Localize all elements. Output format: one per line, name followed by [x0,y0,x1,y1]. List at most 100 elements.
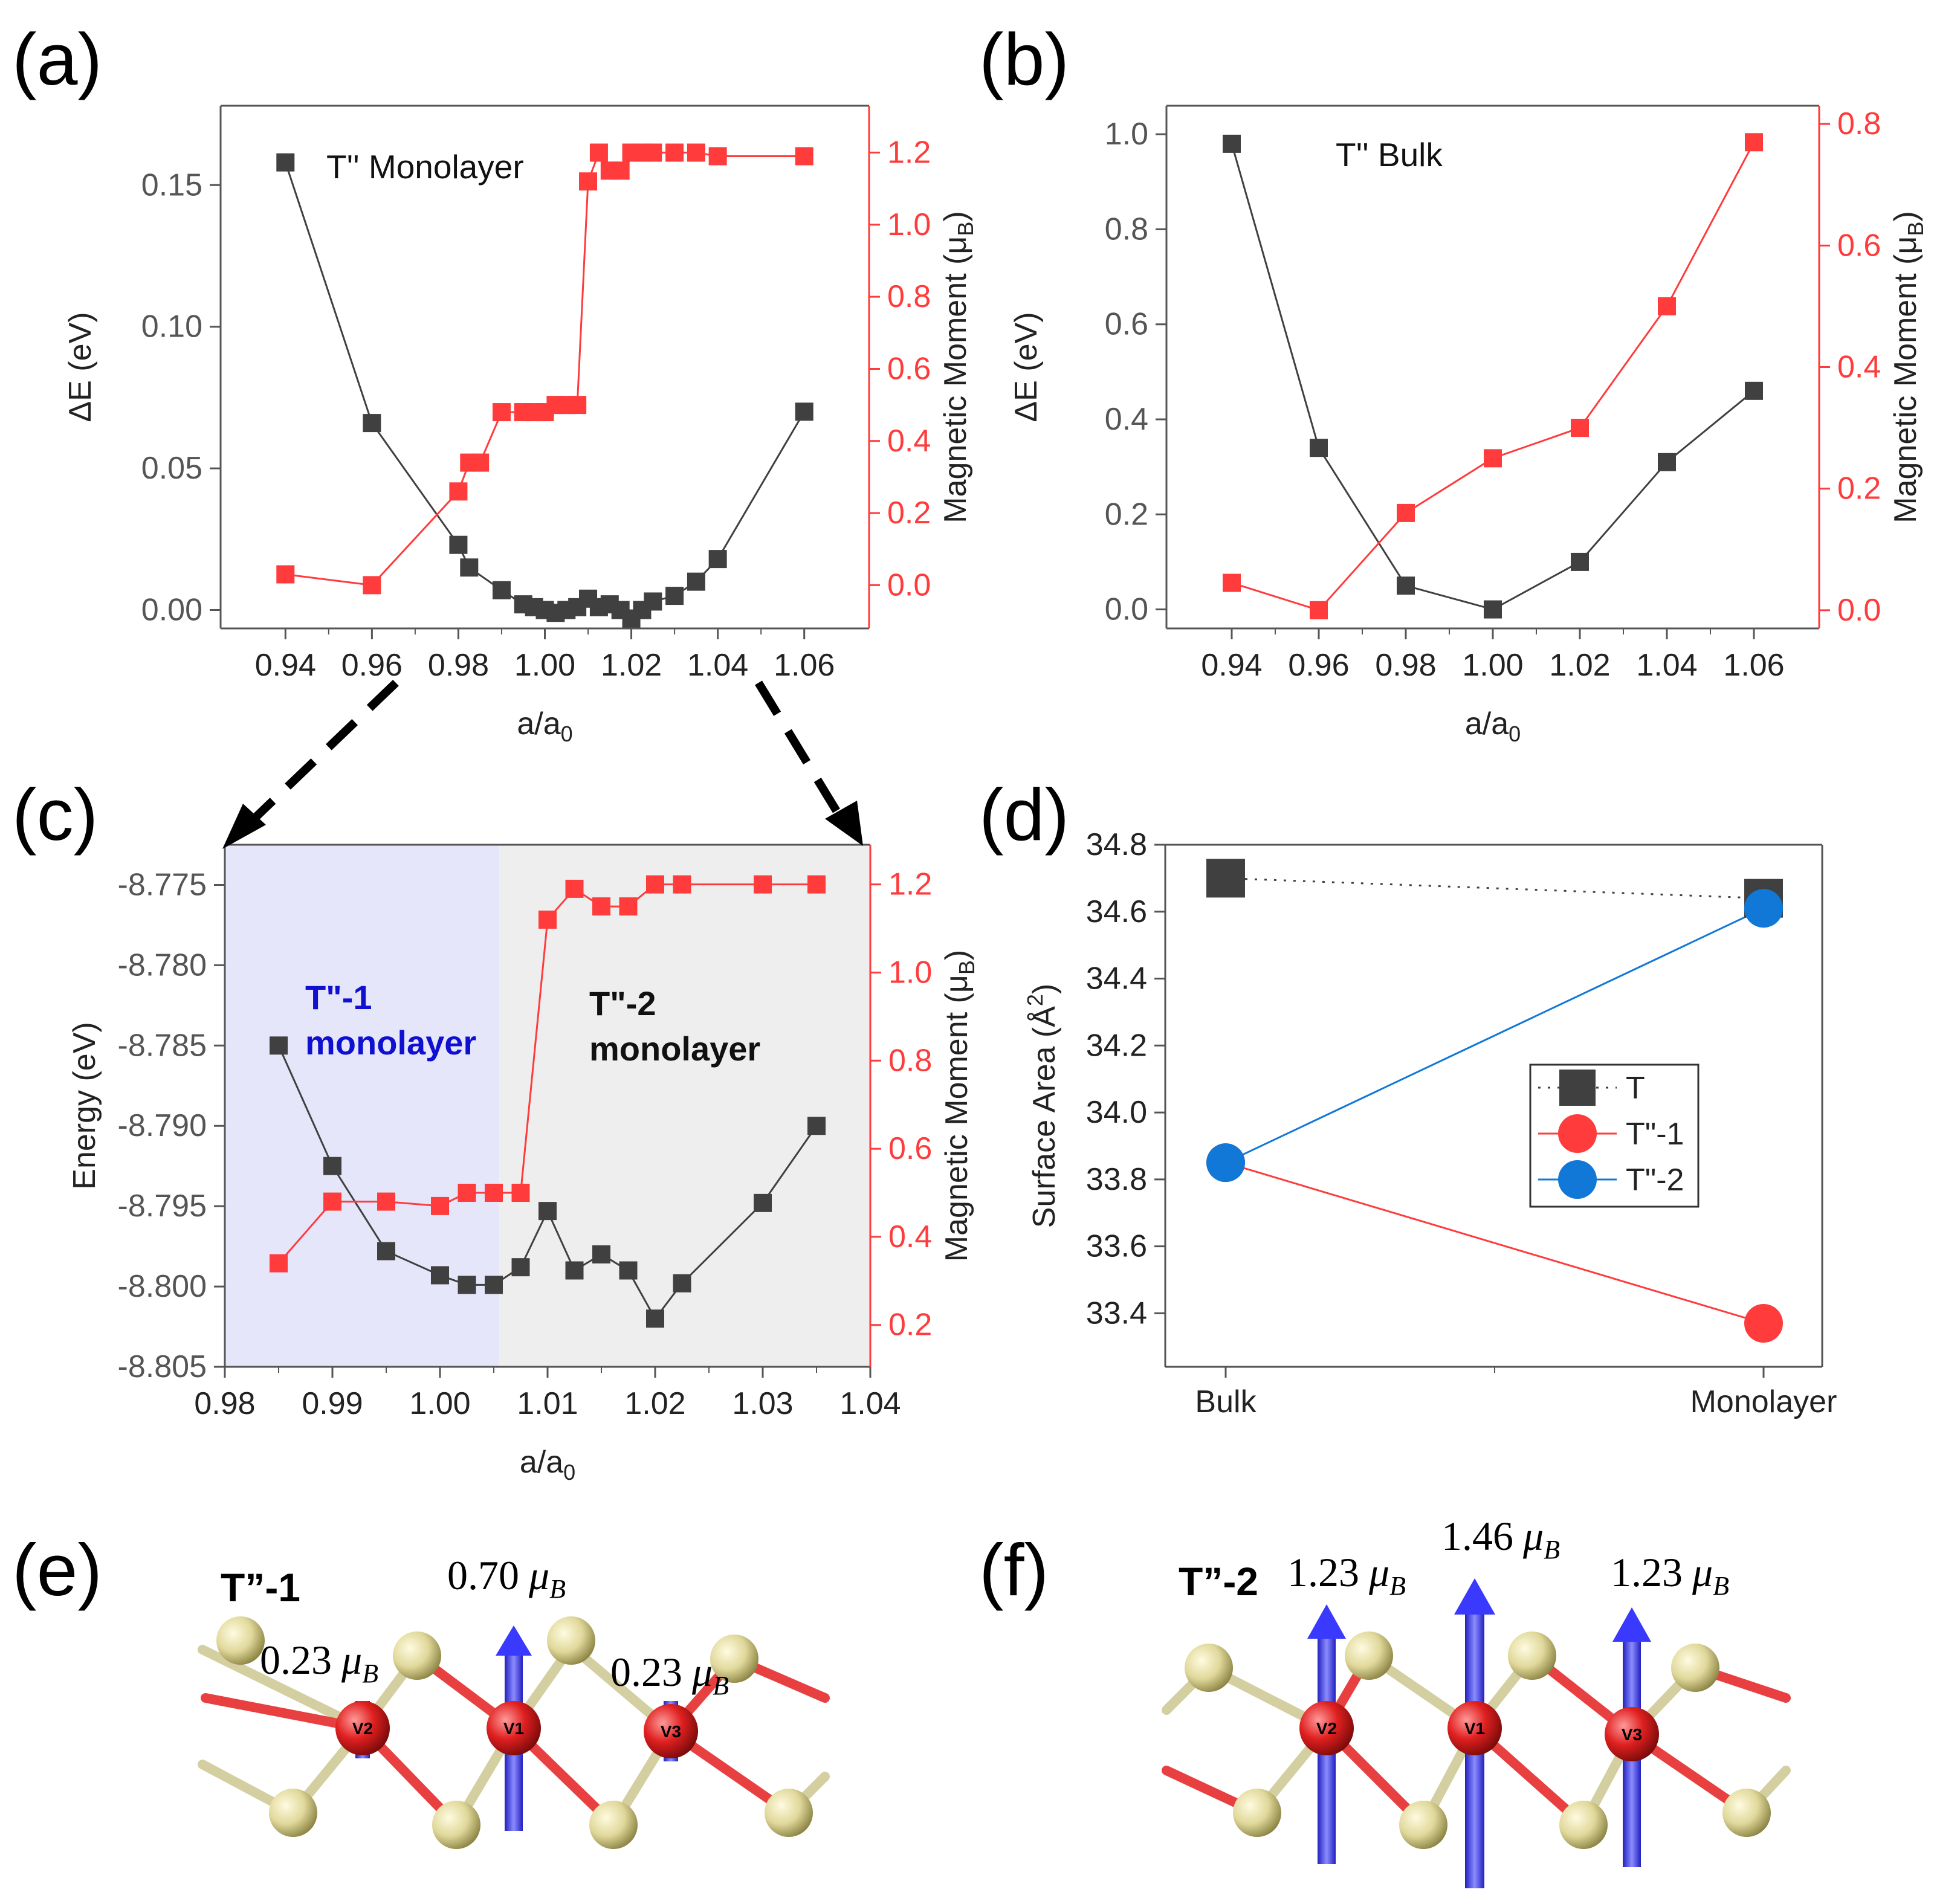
series-line-0 [1225,877,1764,900]
series-2-point [1206,1143,1245,1183]
annotation-bulk: T'' Bulk [1336,136,1443,173]
series-0-point [592,1245,610,1263]
x-tick-label: 1.04 [687,648,748,683]
series-0-point [1310,439,1328,457]
legend-label-2: T"-2 [1626,1163,1684,1198]
series-1-point [646,875,664,894]
chart-c: 0.98 0.99 1.00 1.01 1.02 1.03 1.04-8.775-8.780… [67,844,979,1485]
y-tick-label: -8.805 [118,1349,207,1384]
panel-label-b: (b) [979,18,1069,100]
x-tick-label: 0.99 [302,1386,363,1421]
series-0-point [377,1242,395,1260]
y-axis-label-close: ) [1027,984,1062,994]
y-tick-label: 34.8 [1086,827,1147,862]
annotation-monolayer: T'' Monolayer [326,148,524,186]
atom-v2 [335,1701,390,1755]
x-tick-label: 1.04 [839,1386,901,1421]
y2-tick-label: 0.8 [1837,106,1881,141]
series-line-1 [285,150,804,586]
series-1-point [1658,297,1676,315]
series-1-point [592,897,610,916]
series-line-1 [1231,141,1755,612]
x-tick-label: 0.96 [341,648,403,683]
x-tick-label: 1.04 [1636,648,1697,683]
y-tick-label: 34.4 [1086,961,1147,996]
series-1-point [754,875,772,894]
series-0-point [665,587,684,605]
x-axis-label-sub: 0 [561,721,573,746]
panel-label-d: (d) [979,773,1069,856]
atoms-yellow [216,1616,813,1849]
structure-title-f: T”-2 [1179,1559,1258,1604]
series-1-point [1571,419,1589,437]
zoom-arrowhead-left [222,804,266,849]
moment-unit-v1: μ [1522,1513,1544,1559]
moment-unit-sub-v2: B [1389,1571,1406,1601]
series-1-point [708,147,727,166]
y-tick-label: -8.790 [118,1108,207,1143]
y-tick-label: 0.4 [1105,402,1148,437]
series-1-point [323,1192,341,1211]
y2-axis-label-sub: B [954,960,979,975]
moment-label-v2: 1.23 μB [1287,1549,1406,1601]
atoms-vanadium: V2 V1 V3 [1299,1701,1659,1761]
x-axis-label: a/a0 [517,706,572,746]
x-tick-label: 0.98 [428,648,489,683]
y2-tick-label: 0.0 [1837,593,1881,628]
moment-label-v2: 0.23 μB [260,1637,378,1688]
series-0-point [1484,600,1502,619]
series-1-point [673,875,691,894]
y2-tick-label: 1.2 [887,135,931,170]
x-tick-label: 1.02 [601,648,662,683]
x-axis-label: a/a0 [520,1445,575,1485]
y2-axis-label-close: ) [938,211,973,221]
y-tick-label: 0.0 [1105,592,1148,627]
series-0-point [323,1157,341,1175]
zoom-arrow-left [245,679,399,828]
atom-v1 [1447,1701,1502,1755]
y2-tick-label: 0.2 [888,1308,932,1343]
y2-tick-label: 1.2 [888,867,932,902]
series-1-point [665,143,684,162]
series-1-point [363,576,381,595]
series-1-point [458,1184,476,1202]
y-tick-label: 34.0 [1086,1095,1147,1130]
x-axis-label-main: a/a [1465,706,1509,741]
series-1-point [449,482,468,501]
y-axis-label: ΔE (eV) [1009,312,1044,422]
y-tick-label: 0.6 [1105,307,1148,342]
zoom-arrow-right [755,680,847,824]
y-tick-label: 0.2 [1105,497,1148,532]
atom-v1 [487,1701,541,1755]
x-tick-label: 1.02 [624,1386,685,1421]
y2-tick-label: 0.4 [888,1219,932,1254]
series-0-point [276,153,295,172]
y2-tick-label: 0.2 [887,495,931,531]
series-2-point [1744,889,1783,928]
moment-value-v1: 0.70 [447,1552,519,1598]
y2-tick-label: 0.8 [887,279,931,314]
moment-unit-v1: μ [528,1552,549,1598]
y-tick-label: 1.0 [1105,117,1148,152]
moment-unit-v3: μ [1692,1549,1713,1595]
series-0-point [646,1309,664,1328]
series-1-point [611,161,630,180]
zoom-arrowhead-right [825,801,863,846]
atom-v2 [1299,1701,1354,1755]
series-1-point [471,453,490,472]
y2-tick-label: 0.6 [887,351,931,386]
moment-arrow-v3-head [1612,1607,1651,1642]
x-tick-label: 0.98 [194,1386,255,1421]
moment-label-v1: 0.70 μB [447,1552,566,1604]
atom-label-v2: V2 [352,1719,373,1738]
x-tick-label: 1.02 [1549,648,1610,683]
y2-axis-label-main: Magnetic Moment (μ [939,975,974,1262]
moment-value-v3: 0.23 [610,1649,682,1695]
series-0-point [363,414,381,433]
y-tick-label: 33.8 [1086,1162,1147,1197]
region2-title: T"-2 [589,984,656,1022]
series-0-point [754,1193,772,1212]
x-tick-label: 0.98 [1375,648,1436,683]
x-tick-label: Monolayer [1690,1384,1837,1419]
